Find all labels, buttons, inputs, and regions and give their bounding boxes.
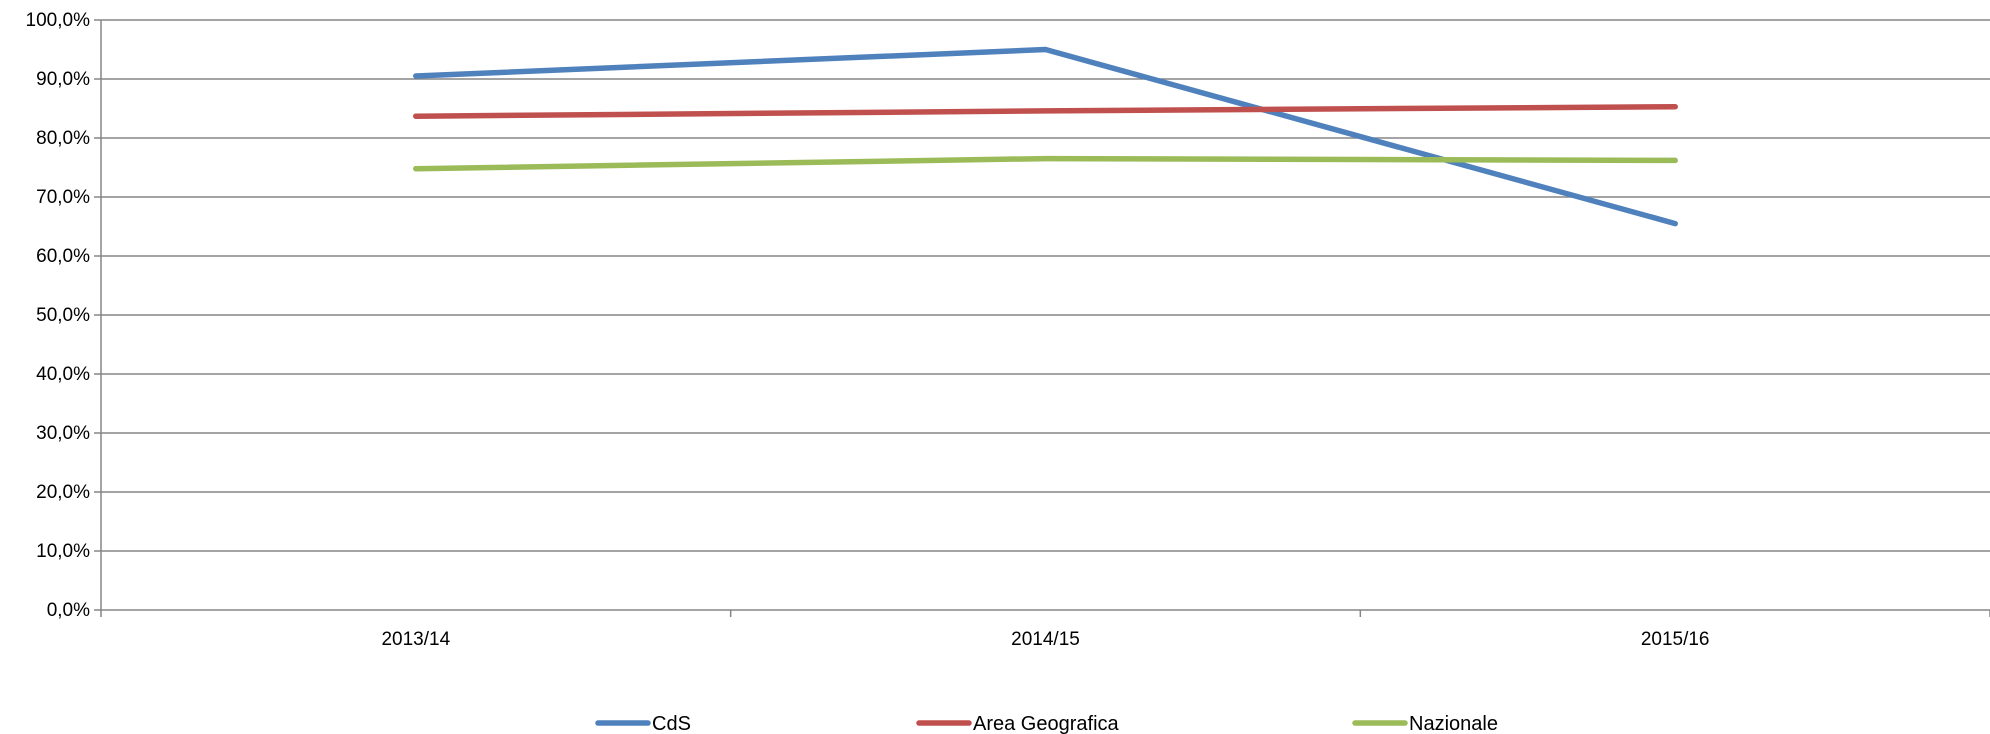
data-point	[1672, 104, 1678, 110]
y-tick-label: 100,0%	[26, 10, 91, 31]
y-tick-label: 60,0%	[36, 246, 90, 267]
data-point	[1043, 47, 1048, 52]
legend-item: Area Geografica	[916, 713, 1120, 734]
legend-item: CdS	[595, 713, 691, 734]
y-tick-label: 90,0%	[36, 69, 90, 90]
y-tick-label: 40,0%	[36, 364, 90, 385]
data-point	[413, 113, 419, 119]
x-tick-label: 2015/16	[1641, 629, 1710, 650]
x-tick-label: 2013/14	[381, 629, 450, 650]
axes	[94, 19, 1990, 617]
data-point	[1043, 108, 1048, 114]
y-tick-label: 50,0%	[36, 305, 90, 326]
x-tick-label: 2014/15	[1011, 629, 1080, 650]
y-tick-label: 0,0%	[47, 600, 90, 621]
data-point	[413, 73, 419, 79]
y-tick-label: 10,0%	[36, 541, 90, 562]
y-tick-label: 80,0%	[36, 128, 90, 149]
series-lines	[413, 46, 1678, 227]
data-point	[1672, 157, 1678, 163]
y-tick-label: 70,0%	[36, 187, 90, 208]
data-point	[413, 166, 419, 172]
y-tick-label: 30,0%	[36, 423, 90, 444]
data-point	[1672, 221, 1678, 227]
data-point	[1043, 156, 1048, 162]
legend-label: Nazionale	[1409, 713, 1498, 734]
legend-item: Nazionale	[1352, 713, 1498, 734]
y-axis-tick-labels: 0,0% 10,0% 20,0% 30,0% 40,0% 50,0% 60,0% 70,0% 8…	[26, 10, 91, 621]
gridlines	[101, 19, 1990, 552]
x-axis-tick-labels: 2013/14 2014/15 2015/16	[381, 629, 1709, 650]
legend-label: CdS	[652, 713, 691, 734]
legend-label: Area Geografica	[973, 713, 1120, 734]
y-tick-label: 20,0%	[36, 482, 90, 503]
legend: CdS Area Geografica Nazionale	[595, 713, 1498, 734]
